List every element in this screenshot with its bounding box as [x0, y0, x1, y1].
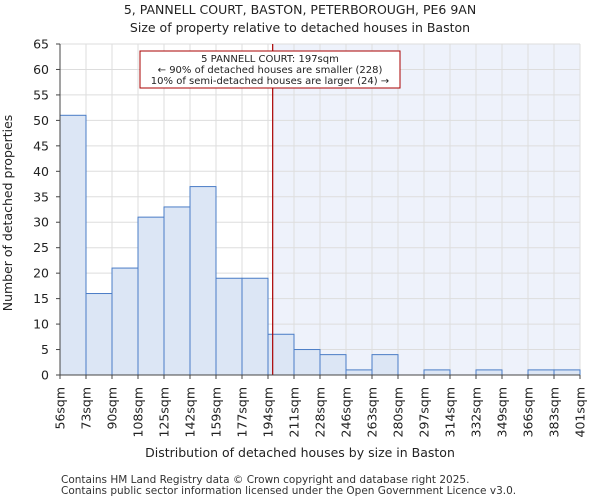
- histogram-bar: [345, 369, 373, 376]
- annotation-box: 5 PANNELL COURT: 197sqm ← 90% of detache…: [139, 50, 401, 89]
- y-tick-label: 55: [33, 87, 49, 102]
- histogram-bar: [215, 277, 243, 376]
- footer-line-1: Contains HM Land Registry data © Crown c…: [61, 474, 469, 486]
- annotation-line-3: 10% of semi-detached houses are larger (…: [151, 76, 389, 87]
- histogram-bar: [137, 216, 165, 376]
- x-tick-label: 228sqm: [313, 387, 328, 437]
- x-tick-label: 142sqm: [183, 387, 198, 437]
- x-tick-label: 383sqm: [547, 387, 562, 437]
- y-tick-label: 35: [33, 189, 49, 204]
- annotation-line-2: ← 90% of detached houses are smaller (22…: [158, 65, 383, 76]
- x-tick-label: 280sqm: [391, 387, 406, 437]
- y-tick-label: 65: [33, 37, 49, 52]
- chart-title: 5, PANNELL COURT, BASTON, PETERBOROUGH, …: [124, 2, 476, 17]
- annotation-border: [139, 50, 401, 89]
- footer-line-2: Contains public sector information licen…: [61, 485, 516, 497]
- x-tick-label: 366sqm: [521, 387, 536, 437]
- histogram-bar: [189, 186, 217, 376]
- y-tick-label: 0: [41, 368, 49, 383]
- x-tick-label: 332sqm: [469, 387, 484, 437]
- y-tick-label: 50: [33, 113, 49, 128]
- x-tick-label: 90sqm: [105, 387, 120, 430]
- histogram-bar: [371, 354, 399, 376]
- y-tick-label: 5: [41, 342, 49, 357]
- x-tick-label: 211sqm: [287, 387, 302, 437]
- larger-properties-region: [272, 44, 580, 375]
- x-tick-label: 56sqm: [53, 387, 68, 430]
- x-tick-label: 314sqm: [443, 387, 458, 437]
- x-tick-label: 108sqm: [131, 387, 146, 437]
- x-tick-label: 125sqm: [157, 387, 172, 437]
- y-tick-label: 60: [33, 62, 49, 77]
- y-tick-label: 10: [33, 317, 49, 332]
- x-tick-label: 194sqm: [261, 387, 276, 437]
- y-tick-label: 30: [33, 215, 49, 230]
- x-axis-title: Distribution of detached houses by size …: [145, 445, 455, 460]
- y-axis-title: Number of detached properties: [0, 115, 15, 312]
- histogram-bar: [527, 369, 555, 376]
- histogram-bar: [267, 333, 295, 376]
- y-tick-label: 45: [33, 138, 49, 153]
- x-tick-label: 159sqm: [209, 387, 224, 437]
- histogram-bar: [241, 277, 269, 376]
- y-tick-label: 40: [33, 164, 49, 179]
- x-tick-label: 246sqm: [339, 387, 354, 437]
- histogram-bar: [553, 369, 581, 376]
- histogram-bar: [319, 354, 347, 376]
- chart-subtitle: Size of property relative to detached ho…: [130, 20, 470, 35]
- annotation-line-1: 5 PANNELL COURT: 197sqm: [201, 54, 339, 65]
- histogram-bar: [423, 369, 451, 376]
- x-tick-label: 297sqm: [417, 387, 432, 437]
- x-tick-label: 401sqm: [573, 387, 588, 437]
- histogram-bar: [59, 114, 87, 376]
- histogram-bar: [85, 293, 113, 376]
- y-tick-label: 25: [33, 240, 49, 255]
- x-tick-label: 263sqm: [365, 387, 380, 437]
- y-tick-label: 15: [33, 291, 49, 306]
- x-tick-label: 349sqm: [495, 387, 510, 437]
- x-tick-label: 177sqm: [235, 387, 250, 437]
- histogram-bar: [163, 206, 191, 376]
- histogram-bar: [111, 267, 139, 376]
- y-tick-label: 20: [33, 266, 49, 281]
- histogram-bar: [293, 349, 321, 376]
- x-tick-label: 73sqm: [79, 387, 94, 430]
- histogram-bar: [475, 369, 503, 376]
